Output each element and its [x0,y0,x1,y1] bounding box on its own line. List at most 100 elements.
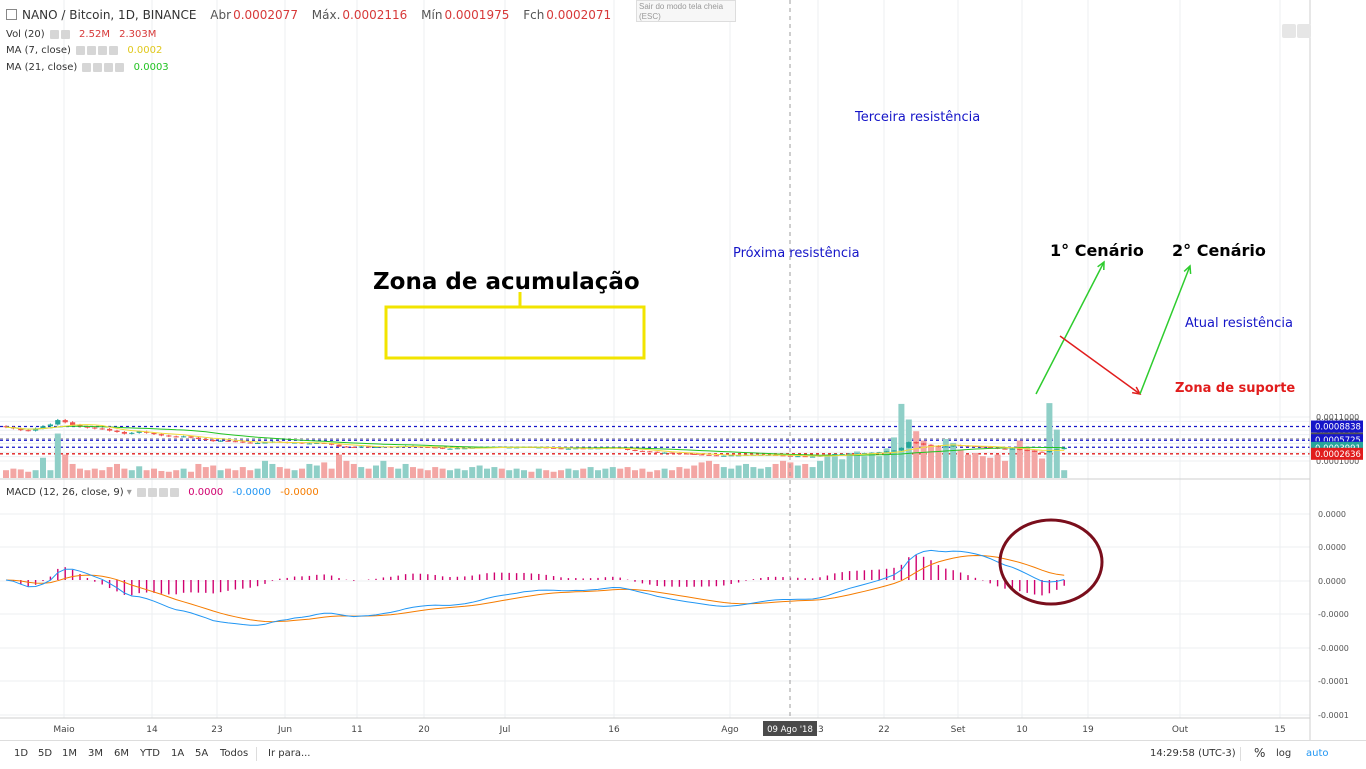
volume-bar [262,460,268,478]
macd-tick-label: 0.0000 [1318,543,1346,552]
close-icon[interactable] [170,487,180,497]
candle [706,454,712,456]
macd-hist-value: 0.0000 [188,487,224,498]
candle [847,453,853,455]
volume-bar [1061,470,1068,478]
x-tick-label: Out [1172,725,1189,735]
candle [166,435,172,437]
volume-bar [809,467,816,478]
percent-scale-toggle[interactable]: % [1254,746,1266,760]
volume-bar [898,403,905,478]
volume-bar [772,463,779,478]
candle [669,452,675,454]
volume-bar [54,433,61,478]
volume-bar [358,467,365,478]
log-scale-toggle[interactable]: log [1276,748,1292,759]
volume-bar [646,471,653,478]
settings-icon[interactable] [93,62,103,72]
volume-bar [10,468,17,478]
candle [351,446,357,448]
range-3m-button[interactable]: 3M [88,748,103,759]
candle [802,456,808,458]
volume-bar [854,451,860,478]
volume-bar [1009,448,1016,478]
candle [558,448,564,450]
macd-highlight-circle [998,518,1104,606]
candle [454,448,460,450]
candle [210,439,216,442]
volume-bar [965,454,971,478]
level-label: Zona de suporte [1175,381,1295,396]
candle [255,442,261,444]
x-tick-label: 11 [351,725,362,735]
x-tick-label: 13 [812,725,823,735]
plus-icon[interactable] [159,487,169,497]
collapse-icon[interactable] [6,9,17,20]
candle [121,431,127,434]
clock-readout: 14:29:58 (UTC-3) [1150,748,1236,759]
exit-fullscreen-button[interactable]: Sair do modo tela cheia (ESC) [636,0,736,22]
volume-bar [180,468,187,478]
eye-icon[interactable] [137,487,147,497]
macd-signal-line [5,554,1065,623]
candle [440,447,446,449]
eye-icon[interactable] [76,45,86,55]
plus-icon[interactable] [104,62,114,72]
hide-icon[interactable] [60,29,70,39]
settings-icon[interactable] [148,487,158,497]
x-tick-label: Set [951,725,966,735]
range-1m-button[interactable]: 1M [62,748,77,759]
candle [136,431,142,433]
candle [25,430,31,432]
candle [876,452,882,454]
eye-icon[interactable] [82,62,92,72]
range-1d-button[interactable]: 1D [14,748,29,759]
macd-line-value: -0.0000 [232,487,271,498]
volume-bar [868,453,875,478]
range-ytd-button[interactable]: YTD [140,748,160,759]
plus-icon[interactable] [98,45,108,55]
volume-bar [447,470,453,478]
volume-bar [979,456,986,478]
volume-bar [373,465,379,478]
settings-icon[interactable] [49,29,59,39]
chevron-down-icon[interactable]: ▾ [126,487,132,498]
x-tick-label: 10 [1016,725,1028,735]
range-5d-button[interactable]: 5D [38,748,53,759]
price-tick-label: 0.0001000 [1316,457,1359,466]
ma7-legend: MA (7, close) 0.0002 [6,45,162,56]
volume-bar [269,463,276,478]
macd-tick-label: 0.0000 [1318,510,1346,519]
volume-bar [942,439,949,478]
range-6m-button[interactable]: 6M [114,748,129,759]
volume-bar [432,467,439,478]
high-value: 0.0002116 [342,8,408,22]
candle [580,448,586,450]
candle [1046,450,1052,453]
ma21-legend: MA (21, close) 0.0003 [6,62,169,73]
settings-icon[interactable] [87,45,97,55]
macd-tick-label: -0.0001 [1318,677,1349,686]
price-chart[interactable]: Zona de acumulação Terceira resistência Pr… [0,0,1366,740]
volume-bar [1039,458,1045,478]
window-maximize-icon[interactable] [1297,24,1311,38]
volume-bar [343,460,350,478]
symbol-title: NANO / Bitcoin, 1D, BINANCE [22,8,197,22]
auto-scale-toggle[interactable]: auto [1306,748,1329,759]
volume-bar [950,442,957,478]
range-1a-button[interactable]: 1A [171,748,185,759]
candle [188,436,194,438]
range-5a-button[interactable]: 5A [195,748,209,759]
volume-bar [817,460,823,478]
volume-bar [1053,429,1060,478]
range-all-button[interactable]: Todos [220,748,249,759]
volume-bar [239,467,246,478]
window-minimize-icon[interactable] [1282,24,1296,38]
volume-bar [624,467,631,478]
goto-date-button[interactable]: Ir para... [268,748,311,759]
close-icon[interactable] [115,62,125,72]
candle [647,451,653,453]
volume-bar [913,431,920,478]
close-icon[interactable] [109,45,119,55]
volume-bar [587,467,594,478]
